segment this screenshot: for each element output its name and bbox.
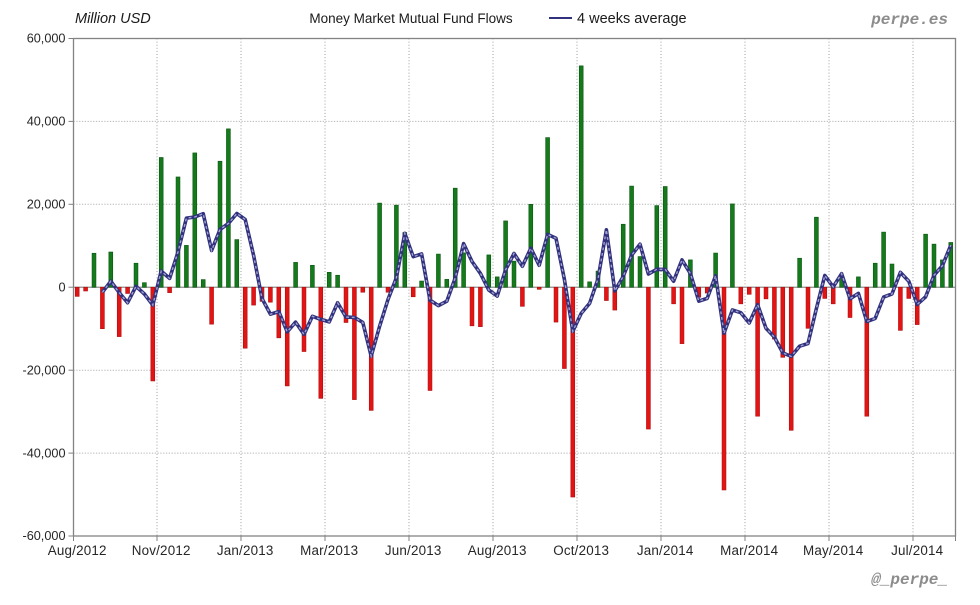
- svg-text:Money Market Mutual Fund Flows: Money Market Mutual Fund Flows: [309, 11, 513, 26]
- svg-text:Jun/2013: Jun/2013: [385, 543, 442, 558]
- svg-text:Mar/2014: Mar/2014: [720, 543, 779, 558]
- svg-text:Aug/2013: Aug/2013: [468, 543, 527, 558]
- svg-text:Oct/2013: Oct/2013: [553, 543, 609, 558]
- svg-text:20,000: 20,000: [27, 198, 66, 212]
- svg-text:perpe.es: perpe.es: [870, 11, 948, 29]
- svg-text:May/2014: May/2014: [803, 543, 864, 558]
- svg-text:-40,000: -40,000: [22, 446, 65, 460]
- svg-text:@_perpe_: @_perpe_: [871, 571, 948, 589]
- svg-text:40,000: 40,000: [27, 115, 66, 129]
- svg-text:Mar/2013: Mar/2013: [300, 543, 358, 558]
- svg-text:Jul/2014: Jul/2014: [891, 543, 944, 558]
- svg-text:-20,000: -20,000: [22, 363, 65, 377]
- svg-text:4 weeks average: 4 weeks average: [577, 11, 687, 27]
- svg-text:Jan/2014: Jan/2014: [637, 543, 694, 558]
- svg-text:Nov/2012: Nov/2012: [132, 543, 191, 558]
- svg-text:0: 0: [58, 280, 65, 294]
- svg-text:60,000: 60,000: [27, 32, 66, 46]
- svg-text:-60,000: -60,000: [22, 529, 65, 543]
- svg-text:Million USD: Million USD: [75, 11, 151, 27]
- svg-text:Aug/2012: Aug/2012: [48, 543, 107, 558]
- svg-text:Jan/2013: Jan/2013: [217, 543, 274, 558]
